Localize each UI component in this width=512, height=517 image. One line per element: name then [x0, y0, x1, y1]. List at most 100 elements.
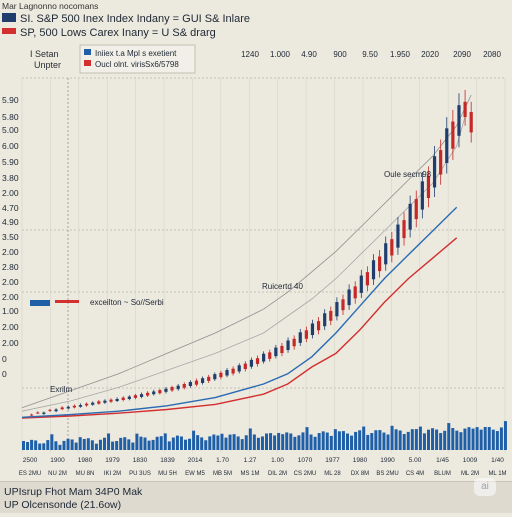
x-tick-label: 1980 — [353, 457, 368, 464]
candle-body — [396, 224, 400, 248]
volume-bar — [479, 429, 483, 450]
candle-body — [225, 370, 229, 376]
candle-body — [176, 385, 180, 390]
annotation-3: Exrilm — [50, 385, 73, 394]
volume-bar — [240, 439, 244, 450]
volume-bar — [293, 436, 297, 450]
volume-bar — [495, 431, 499, 450]
volume-bar — [30, 439, 34, 450]
candle-body — [365, 272, 370, 286]
x-tick-label: 1/45 — [436, 457, 449, 464]
candle-body — [316, 321, 321, 331]
volume-bar — [333, 429, 337, 450]
volume-bar — [313, 436, 317, 450]
volume-bar — [366, 434, 370, 450]
candle-body — [66, 406, 70, 409]
volume-bar — [499, 427, 503, 450]
candle-body — [54, 409, 58, 412]
candle-body — [359, 275, 363, 293]
candle-body — [60, 407, 64, 410]
candle-body — [310, 323, 315, 336]
volume-bar — [228, 434, 232, 450]
candle-body — [182, 384, 186, 388]
x-tick-label-2: MU 5H — [158, 471, 177, 477]
volume-bar — [439, 433, 443, 450]
volume-bar — [305, 427, 309, 450]
candle-body — [109, 399, 113, 402]
volume-bar — [171, 437, 175, 450]
candle-body — [329, 310, 333, 321]
volume-bar — [82, 438, 86, 450]
x-tick-label-2: PU 3US — [129, 471, 151, 477]
candle-body — [30, 414, 34, 416]
volume-bar — [487, 427, 491, 450]
x-tick-label-2: MS 1M — [240, 471, 259, 477]
x-tick-label: 1009 — [463, 457, 478, 464]
top-axis: 1240 1.000 4.90 900 9.50 1.950 2020 2090 2080 — [241, 50, 501, 59]
y-axis-labels: 5.90 5.80 5.00 6.00 5.90 3.80 2.00 4.70 4.90 3.50… — [2, 95, 19, 379]
volume-bar — [38, 443, 42, 450]
series-lines — [21, 94, 472, 419]
volume-bar — [386, 434, 390, 450]
y-tick-label: 1.00 — [2, 306, 19, 316]
mid-legend-swatch — [30, 300, 50, 306]
top-axis-label: 2090 — [453, 50, 471, 59]
legend-box-item-2: Oucl olnt. viris — [95, 60, 145, 69]
y-tick-label: 5.00 — [2, 125, 19, 135]
volume-bar — [119, 437, 123, 450]
volume-bar — [447, 423, 451, 450]
volume-bar — [54, 441, 58, 450]
y-tick-label: 2.00 — [2, 247, 19, 257]
volume-bar — [86, 438, 90, 450]
candle-body — [42, 412, 46, 414]
volume-bar — [475, 427, 479, 450]
footer: UPIsrup Fhot Mam 34P0 Mak UP Olcensonde … — [0, 481, 512, 513]
x-tick-label-2: NU 2M — [48, 471, 67, 477]
x-tick-label: 1070 — [298, 457, 313, 464]
volume-bar — [78, 437, 82, 450]
volume-bar — [42, 443, 46, 450]
candle-body — [268, 352, 272, 359]
volume-bar — [256, 437, 260, 450]
x-tick-label-2: ES 2MU — [19, 471, 41, 477]
candle-body — [164, 388, 168, 392]
candle-body — [390, 239, 394, 256]
x-tick-label-2: BLUM — [434, 471, 451, 477]
volume-bar — [131, 442, 135, 450]
volume-bar — [98, 439, 102, 450]
volume-bar — [358, 430, 362, 450]
volume-bar — [204, 440, 208, 450]
x-tick-label: 1.00 — [271, 457, 284, 464]
header-top-text: Mar Lagnonno nocomans — [2, 1, 98, 11]
candle-body — [139, 394, 144, 397]
volume-bar — [111, 441, 115, 450]
x-tick-label: 2500 — [23, 457, 38, 464]
candles — [30, 89, 473, 416]
series-line — [21, 94, 472, 409]
top-axis-label: 1240 — [241, 50, 259, 59]
volume-bar — [443, 430, 447, 450]
volume-bar — [232, 434, 236, 450]
volume-bar — [26, 442, 30, 450]
candle-body — [451, 121, 455, 149]
candle-body — [243, 363, 247, 370]
legend2-label: SP, 500 Lows Carex Inany = U S& drarg — [20, 27, 216, 39]
volume-bar — [179, 436, 183, 450]
candle-body — [121, 397, 125, 400]
candle-body — [188, 381, 192, 387]
volume-bar — [289, 433, 293, 450]
left-label-2: Unpter — [34, 60, 61, 70]
top-axis-label: 9.50 — [362, 50, 378, 59]
candle-body — [115, 398, 119, 401]
candle-body — [91, 402, 95, 405]
volume-bars — [22, 421, 507, 450]
candle-body — [103, 400, 107, 403]
volume-bar — [159, 436, 163, 450]
volume-bar — [147, 440, 151, 450]
volume-bar — [463, 428, 467, 450]
x-tick-label: 1979 — [105, 457, 120, 464]
volume-bar — [90, 440, 94, 450]
volume-bar — [216, 435, 220, 450]
top-axis-label: 1.000 — [270, 50, 291, 59]
